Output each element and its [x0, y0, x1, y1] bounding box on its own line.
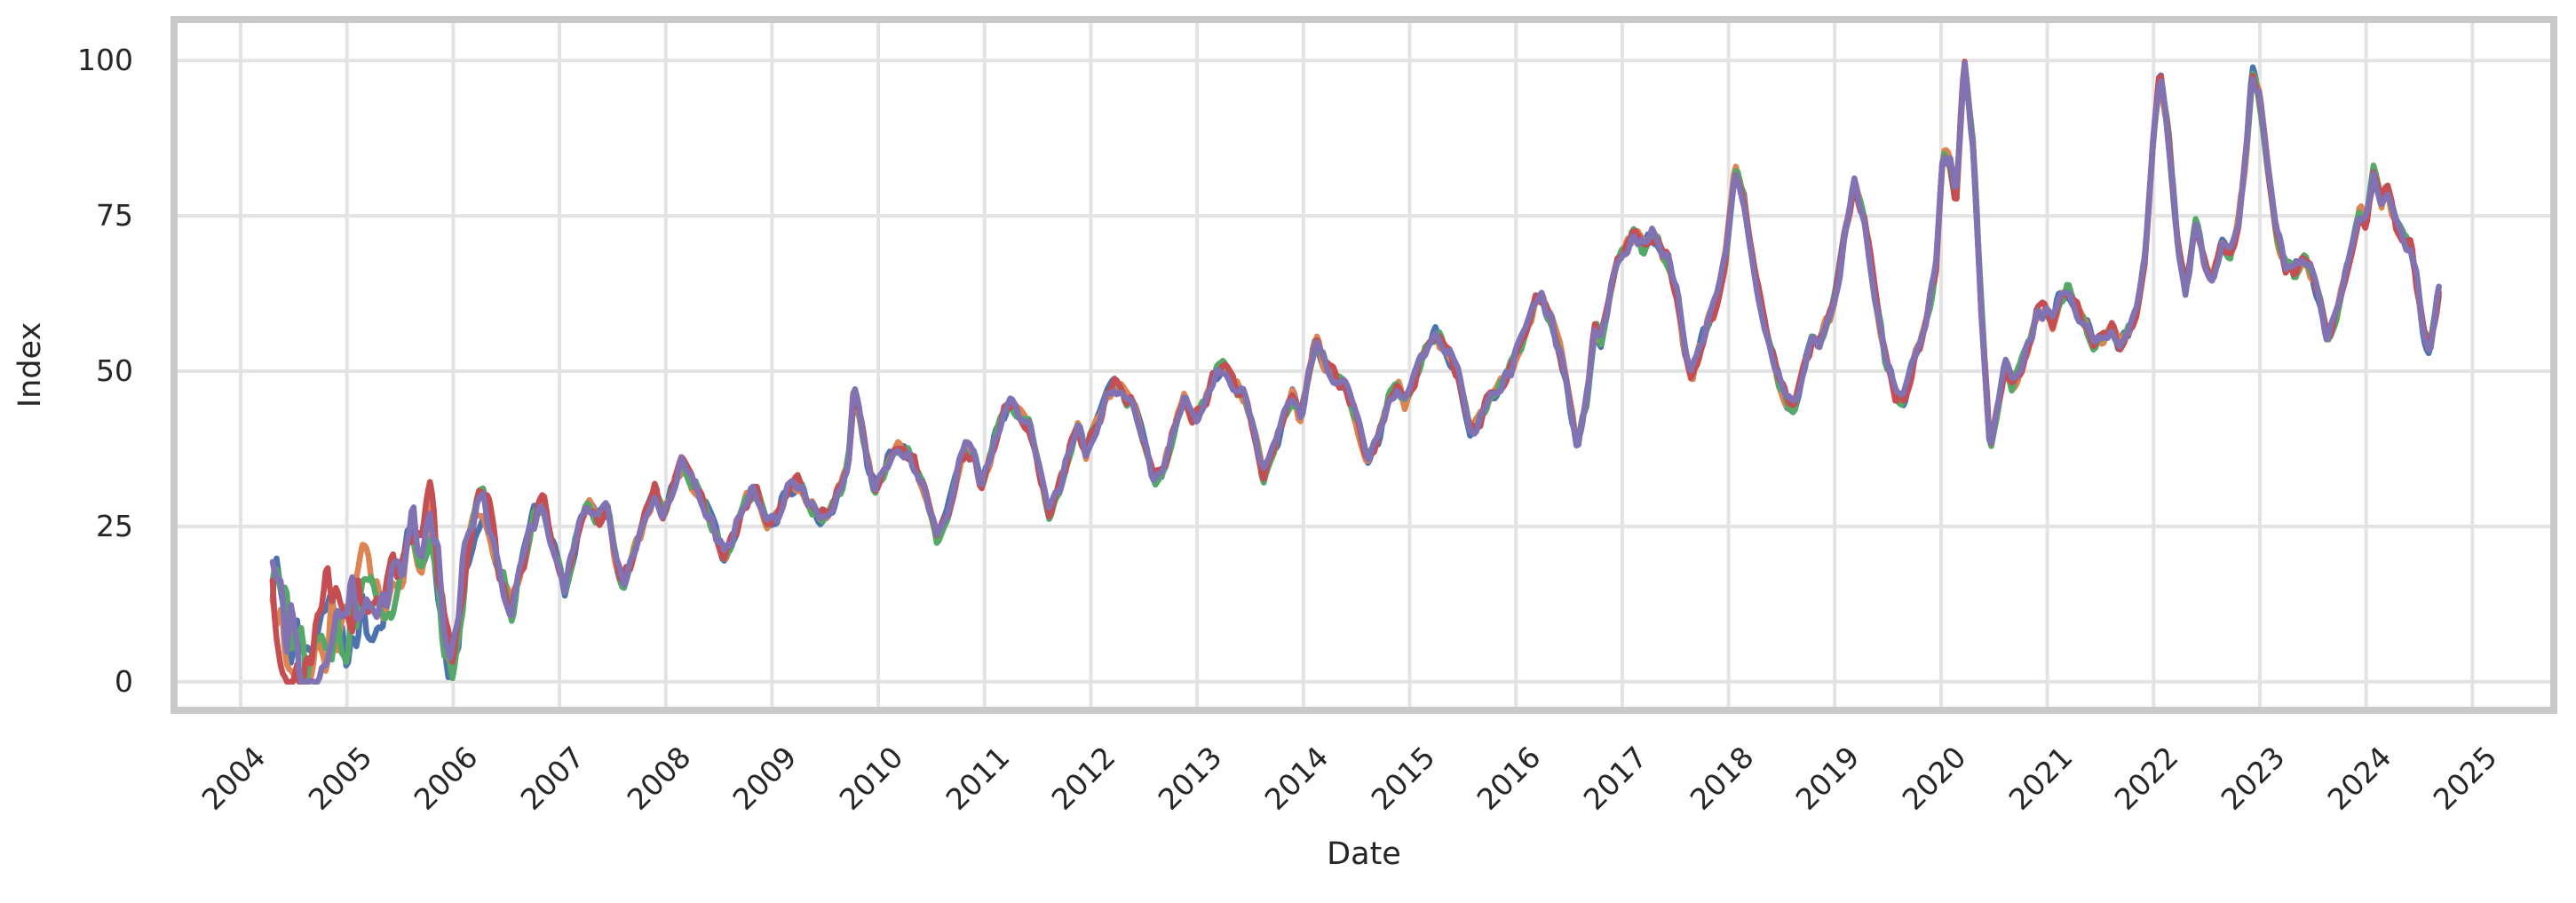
gridlines: [174, 20, 2554, 710]
y-axis-title: Index: [12, 321, 48, 408]
line-series-5: [269, 59, 2442, 685]
y-tick-label: 100: [77, 43, 133, 78]
x-axis-title: Date: [1327, 836, 1401, 872]
y-tick-label: 25: [96, 508, 133, 543]
series-lines: [269, 59, 2442, 685]
y-tick-label: 0: [115, 663, 133, 699]
y-tick-label: 50: [96, 352, 133, 388]
plot-border: [170, 16, 2557, 714]
y-tick-label: 75: [96, 198, 133, 234]
